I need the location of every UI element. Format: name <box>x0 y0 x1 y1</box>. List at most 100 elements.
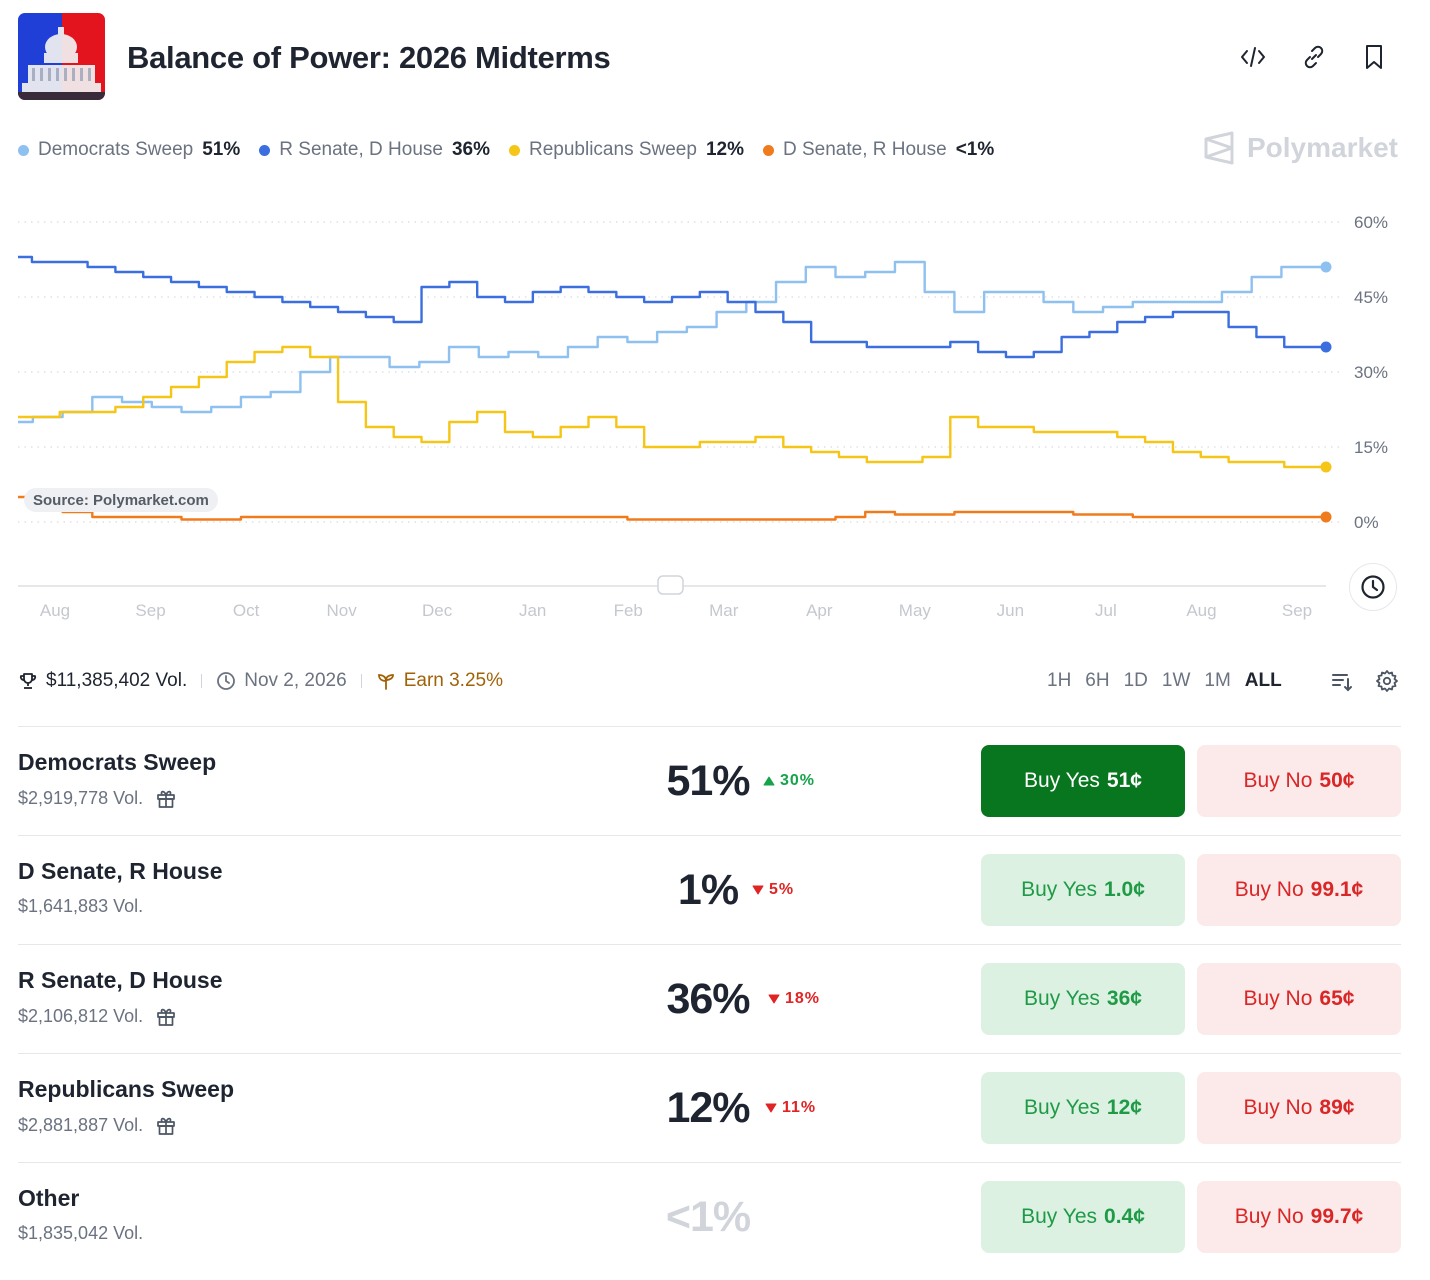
outcome-volume: $2,881,887 Vol. <box>18 1114 177 1136</box>
change-value: 11% <box>782 1099 817 1116</box>
legend-item[interactable]: D Senate, R House <1% <box>762 139 995 161</box>
outcome-volume-text: $2,919,778 Vol. <box>18 787 144 808</box>
embed-icon[interactable] <box>1238 42 1268 72</box>
outcome-volume-text: $1,641,883 Vol. <box>18 896 144 916</box>
clock-icon <box>217 672 236 690</box>
buy-yes-price: 12¢ <box>1106 1096 1142 1119</box>
buy-no-price: 50¢ <box>1319 769 1355 792</box>
x-tick-label: Jul <box>1095 601 1117 620</box>
x-tick-label: Sep <box>135 601 165 620</box>
series-line <box>18 255 1326 359</box>
earn-rate: Earn 3.25% <box>403 670 503 691</box>
buy-no-label: Buy No <box>1243 769 1313 792</box>
buy-no-label: Buy No <box>1234 878 1304 901</box>
buy-yes-button[interactable]: Buy Yes 12¢ <box>981 1072 1185 1144</box>
market-logo <box>18 13 105 100</box>
price-chart[interactable]: 60% 45% 30% 15% 0% Aug Sep Oct Nov Dec Jan Feb Mar Ap… <box>0 190 1430 630</box>
series-end-dot <box>1320 341 1332 353</box>
x-tick-label: May <box>899 601 932 620</box>
timeframe-1m[interactable]: 1M <box>1204 670 1231 691</box>
earn-stat[interactable]: Earn 3.25% <box>376 670 503 692</box>
legend-value: 51% <box>202 139 241 160</box>
legend-dot <box>509 144 520 156</box>
series-end-dot <box>1320 511 1332 523</box>
probability-change: 18% <box>768 990 820 1008</box>
buy-no-price: 65¢ <box>1319 987 1355 1010</box>
buy-yes-price: 36¢ <box>1106 987 1142 1010</box>
buy-yes-label: Buy Yes <box>1021 1205 1098 1228</box>
gift-icon <box>155 1114 177 1136</box>
series-end-dot <box>1320 461 1332 473</box>
outcome-probability: 12% <box>666 1084 750 1132</box>
page-header: Balance of Power: 2026 Midterms <box>18 13 1412 101</box>
buy-yes-button[interactable]: Buy Yes 1.0¢ <box>981 854 1185 926</box>
outcome-list: Democrats Sweep $2,919,778 Vol. 51% 30% … <box>18 726 1401 1271</box>
buy-yes-button[interactable]: Buy Yes 51¢ <box>981 745 1185 817</box>
x-tick-label: Aug <box>40 601 70 620</box>
legend-value: 12% <box>705 139 744 160</box>
timeframe-all[interactable]: ALL <box>1244 670 1282 691</box>
outcome-row[interactable]: Republicans Sweep $2,881,887 Vol. 12% 11… <box>18 1053 1401 1162</box>
y-tick-label: 0% <box>1354 513 1379 532</box>
legend-name: Republicans Sweep <box>529 139 697 160</box>
end-date: Nov 2, 2026 <box>244 670 347 691</box>
settings-gear-icon[interactable] <box>1374 668 1400 694</box>
end-date-stat: Nov 2, 2026 <box>216 670 347 692</box>
triangle-down-icon <box>765 1103 777 1113</box>
legend-value: <1% <box>955 139 995 160</box>
outcome-probability: 51% <box>666 757 750 805</box>
x-tick-label: Jan <box>519 601 546 620</box>
buy-no-label: Buy No <box>1243 987 1313 1010</box>
outcome-volume: $1,835,042 Vol. <box>18 1223 143 1244</box>
legend-name: D Senate, R House <box>782 139 947 160</box>
legend-item[interactable]: Democrats Sweep 51% <box>18 139 240 161</box>
x-tick-label: Mar <box>709 601 739 620</box>
buy-yes-label: Buy Yes <box>1021 878 1098 901</box>
buy-no-button[interactable]: Buy No 99.7¢ <box>1197 1181 1401 1253</box>
legend-name: R Senate, D House <box>279 139 443 160</box>
legend-value: 36% <box>451 139 490 160</box>
legend-item[interactable]: R Senate, D House 36% <box>259 139 490 161</box>
outcome-row[interactable]: R Senate, D House $2,106,812 Vol. 36% 18… <box>18 944 1401 1053</box>
outcome-volume: $2,106,812 Vol. <box>18 1005 177 1027</box>
x-tick-label: Feb <box>614 601 643 620</box>
outcome-name: D Senate, R House <box>18 858 223 884</box>
x-tick-label: Aug <box>1186 601 1216 620</box>
buy-yes-button[interactable]: Buy Yes 0.4¢ <box>981 1181 1185 1253</box>
sort-icon[interactable] <box>1329 668 1355 694</box>
timeframe-1h[interactable]: 1H <box>1047 670 1072 691</box>
buy-yes-button[interactable]: Buy Yes 36¢ <box>981 963 1185 1035</box>
outcome-volume-text: $1,835,042 Vol. <box>18 1223 144 1243</box>
buy-yes-label: Buy Yes <box>1024 1096 1100 1119</box>
buy-no-button[interactable]: Buy No 99.1¢ <box>1197 854 1401 926</box>
outcome-row[interactable]: Other $1,835,042 Vol. <1% Buy Yes 0.4¢ B… <box>18 1162 1401 1271</box>
x-tick-label: Sep <box>1282 601 1312 620</box>
buy-no-button[interactable]: Buy No 50¢ <box>1197 745 1401 817</box>
buy-yes-price: 0.4¢ <box>1104 1205 1145 1228</box>
buy-no-button[interactable]: Buy No 65¢ <box>1197 963 1401 1035</box>
buy-yes-label: Buy Yes <box>1024 769 1100 792</box>
buy-no-button[interactable]: Buy No 89¢ <box>1197 1072 1401 1144</box>
outcome-row[interactable]: D Senate, R House $1,641,883 Vol. 1% 5% … <box>18 835 1401 944</box>
legend-dot <box>762 144 774 156</box>
legend-dot <box>18 144 29 156</box>
history-clock-button[interactable] <box>1349 563 1397 611</box>
link-icon[interactable] <box>1299 42 1329 72</box>
legend-name: Democrats Sweep <box>38 139 194 160</box>
buy-yes-label: Buy Yes <box>1024 987 1100 1010</box>
buy-yes-price: 1.0¢ <box>1104 878 1145 901</box>
outcome-name: Other <box>18 1185 80 1211</box>
series-line <box>18 345 1326 469</box>
timeframe-1d[interactable]: 1D <box>1123 670 1148 691</box>
legend-item[interactable]: Republicans Sweep 12% <box>509 139 744 161</box>
timeframe-1w[interactable]: 1W <box>1161 670 1191 691</box>
buy-no-price: 99.1¢ <box>1310 878 1364 901</box>
outcome-name: R Senate, D House <box>18 967 223 993</box>
outcome-row[interactable]: Democrats Sweep $2,919,778 Vol. 51% 30% … <box>18 726 1401 835</box>
x-tick-label: Jun <box>997 601 1024 620</box>
timeframe-6h[interactable]: 6H <box>1085 670 1110 691</box>
sprout-icon <box>377 674 394 690</box>
clock-icon <box>1361 575 1385 599</box>
bookmark-icon[interactable] <box>1359 42 1389 72</box>
outcome-volume-text: $2,106,812 Vol. <box>18 1005 144 1026</box>
